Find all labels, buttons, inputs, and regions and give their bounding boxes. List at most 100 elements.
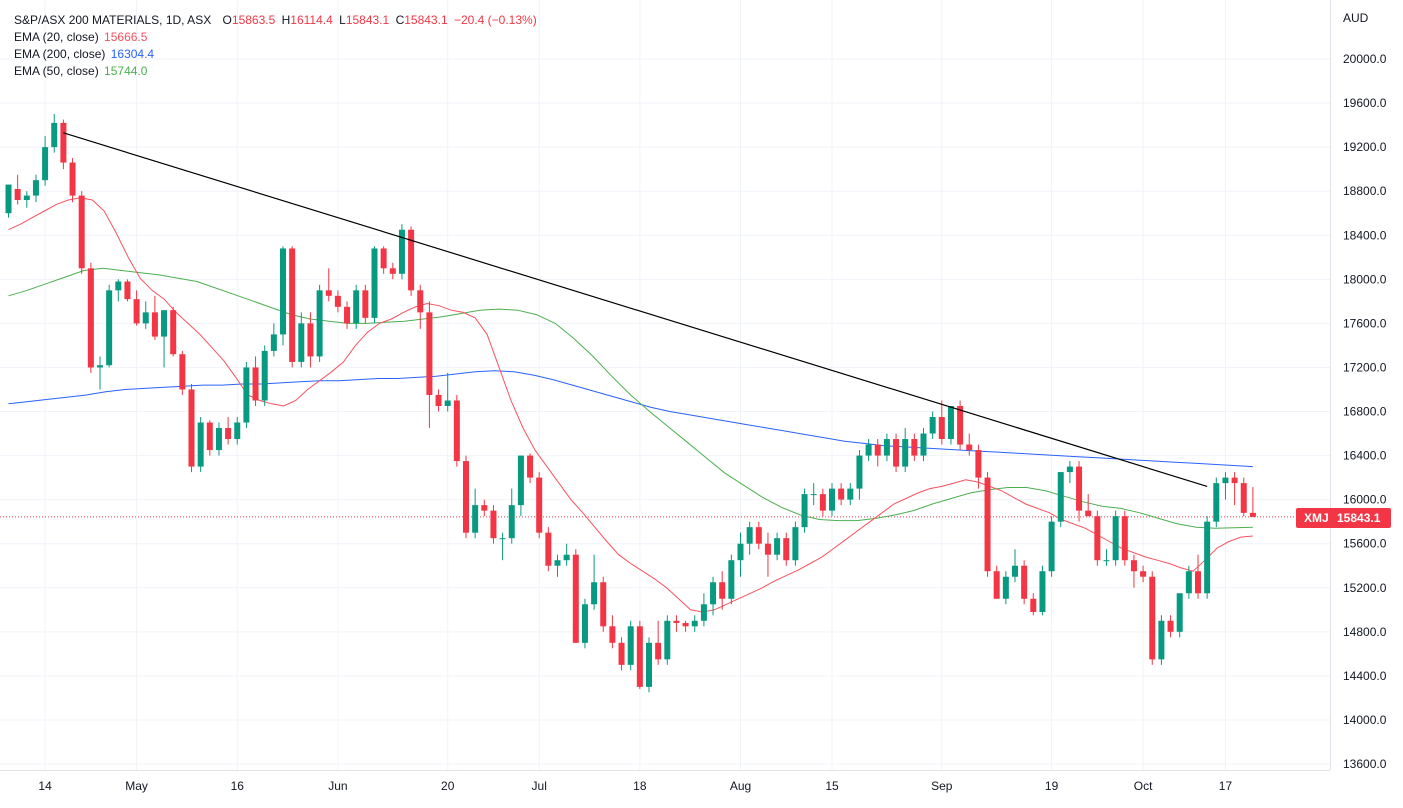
candle [902, 428, 909, 473]
candle-body [865, 444, 872, 456]
candle-body [115, 281, 122, 291]
candle [499, 532, 506, 561]
candle [1094, 510, 1101, 566]
candle [508, 488, 515, 544]
candle-body [197, 422, 204, 467]
candle [865, 439, 872, 462]
x-tick-label: 17 [1219, 779, 1233, 793]
candle-body [975, 450, 982, 478]
candle [371, 246, 378, 324]
candle-body [225, 428, 232, 440]
candle-body [691, 620, 698, 627]
x-tick-label: Aug [730, 779, 751, 793]
candle-body [78, 195, 85, 269]
last-price-tag-bg [1296, 508, 1391, 528]
candle-body [1002, 576, 1009, 599]
candle-body [911, 439, 918, 456]
candle [362, 284, 369, 324]
last-price-tag: XMJ 15843.1 [1296, 508, 1391, 528]
candle-body [334, 295, 341, 307]
candle-body [646, 642, 652, 687]
candle [591, 554, 598, 610]
candle [527, 453, 534, 484]
candle-body [947, 405, 954, 440]
candle-body [710, 582, 717, 605]
candle [408, 226, 415, 296]
y-tick-label: 13600.0 [1343, 757, 1387, 771]
candle-body [536, 477, 543, 533]
candle [737, 532, 744, 577]
candle [774, 532, 781, 561]
x-tick-label: Jun [328, 779, 347, 793]
candle [197, 417, 204, 473]
candle-body [764, 543, 771, 555]
ema20-legend[interactable]: EMA (20, close) 15666.5 [14, 29, 537, 46]
candle [783, 532, 790, 566]
candle-body [1185, 571, 1192, 594]
candle-body [618, 642, 625, 665]
candle-body [51, 122, 58, 148]
y-tick-label: 17200.0 [1343, 360, 1387, 374]
candle-body [1030, 598, 1037, 612]
currency-label: AUD [1343, 11, 1369, 25]
candle [60, 119, 67, 170]
candle [151, 295, 158, 340]
y-tick-label: 15200.0 [1343, 581, 1387, 595]
candle-body [920, 433, 927, 456]
symbol-row[interactable]: S&P/ASX 200 MATERIALS, 1D, ASX O15863.5 … [14, 12, 537, 29]
candle [874, 439, 881, 467]
candle [664, 615, 671, 665]
candle [463, 455, 469, 539]
last-price-symbol: XMJ [1304, 511, 1329, 525]
candle-body [1158, 620, 1165, 660]
candle-body [966, 444, 973, 451]
candle [1222, 472, 1229, 500]
trend-layer[interactable] [63, 132, 1208, 487]
ema50-legend[interactable]: EMA (50, close) 15744.0 [14, 63, 537, 80]
candle [563, 543, 570, 566]
x-tick-label: 20 [441, 779, 455, 793]
candle-body [636, 626, 643, 687]
candle-body [1121, 516, 1128, 561]
candle [334, 290, 341, 313]
ema50-value: 15744.0 [104, 64, 148, 78]
candle [728, 554, 735, 605]
candle-body [774, 538, 781, 555]
candle [1140, 565, 1147, 583]
ema200-label: EMA (200, close) [14, 47, 106, 61]
candle-body [591, 582, 598, 605]
candle-body [1057, 472, 1064, 522]
candle [966, 433, 973, 456]
ema200-legend[interactable]: EMA (200, close) 16304.4 [14, 46, 537, 63]
y-tick-label: 14400.0 [1343, 669, 1387, 683]
candle [1121, 510, 1128, 566]
y-tick-label: 14000.0 [1343, 713, 1387, 727]
candle-body [124, 281, 131, 300]
candle [1167, 615, 1174, 638]
candle-body [362, 290, 369, 318]
candle-body [490, 510, 497, 539]
candle [353, 284, 360, 329]
y-tick-label: 19200.0 [1343, 140, 1387, 154]
candle-body [883, 439, 890, 456]
ema20-value: 15666.5 [104, 30, 148, 44]
low-value: 15843.1 [345, 13, 390, 27]
trendline[interactable] [63, 132, 1208, 487]
candle [490, 505, 497, 544]
candle [453, 394, 460, 467]
candle [51, 114, 58, 153]
candle [801, 488, 808, 533]
candle-body [829, 488, 835, 511]
x-tick-label: 16 [231, 779, 245, 793]
candle-body [581, 604, 588, 643]
candle-body [215, 428, 222, 451]
candle-body [389, 268, 396, 274]
ema200-line [8, 370, 1253, 468]
candle [133, 290, 140, 326]
x-tick-label: 14 [38, 779, 52, 793]
candle-body [188, 389, 195, 467]
candle-body [527, 455, 534, 478]
x-tick-label: Jul [532, 779, 547, 793]
